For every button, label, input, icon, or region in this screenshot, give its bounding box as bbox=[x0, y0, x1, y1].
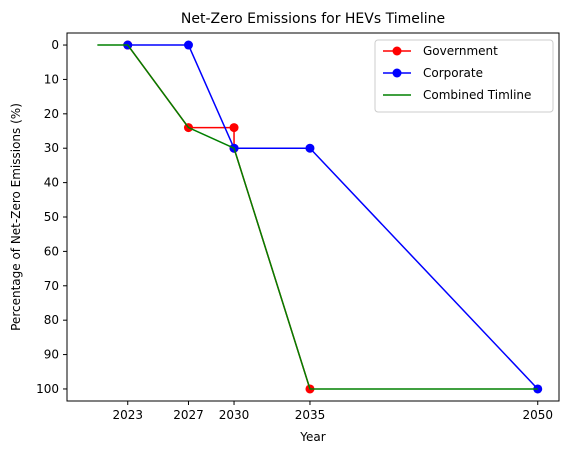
x-tick-label: 2027 bbox=[173, 408, 204, 422]
series-government bbox=[123, 40, 315, 394]
legend-item: Government bbox=[383, 44, 498, 58]
data-point bbox=[183, 40, 193, 50]
legend-frame bbox=[374, 39, 554, 113]
y-tick-label: 50 bbox=[44, 210, 59, 224]
y-tick-label: 20 bbox=[44, 107, 59, 121]
y-tick-label: 60 bbox=[44, 244, 59, 258]
legend-swatch-marker bbox=[392, 68, 402, 78]
y-tick-label: 40 bbox=[44, 176, 59, 190]
x-axis-ticks: 2023 2027 2030 2035 2050 bbox=[112, 401, 553, 422]
y-tick-label: 70 bbox=[44, 279, 59, 293]
data-point bbox=[229, 123, 239, 133]
y-tick-label: 90 bbox=[44, 348, 59, 362]
y-axis-label: Percentage of Net-Zero Emissions (%) bbox=[9, 103, 23, 331]
y-axis-ticks: 0 10 20 30 40 50 60 70 80 90 100 bbox=[36, 38, 67, 396]
legend-label: Corporate bbox=[423, 66, 483, 80]
legend-swatch-marker bbox=[392, 46, 402, 56]
y-tick-label: 10 bbox=[44, 72, 59, 86]
x-axis-label: Year bbox=[299, 430, 325, 444]
legend-label: Combined Timline bbox=[423, 88, 531, 102]
series-layer bbox=[97, 40, 543, 394]
x-tick-label: 2023 bbox=[112, 408, 143, 422]
y-tick-label: 30 bbox=[44, 141, 59, 155]
series-line bbox=[127, 44, 311, 390]
y-tick-label: 100 bbox=[36, 382, 59, 396]
legend-items: Government Corporate Combined Timline bbox=[383, 44, 531, 102]
data-point bbox=[305, 143, 315, 153]
plot-area bbox=[66, 32, 560, 402]
y-tick-label: 80 bbox=[44, 313, 59, 327]
legend-label: Government bbox=[423, 44, 498, 58]
legend-item: Combined Timline bbox=[383, 88, 531, 102]
series-combined-timline bbox=[97, 44, 538, 390]
x-tick-label: 2050 bbox=[522, 408, 553, 422]
x-tick-label: 2035 bbox=[295, 408, 326, 422]
legend: Government Corporate Combined Timline bbox=[374, 39, 554, 113]
x-tick-label: 2030 bbox=[219, 408, 250, 422]
y-tick-label: 0 bbox=[51, 38, 59, 52]
series-line bbox=[97, 44, 538, 390]
chart-title: Net-Zero Emissions for HEVs Timeline bbox=[181, 11, 445, 27]
legend-item: Corporate bbox=[383, 66, 483, 80]
